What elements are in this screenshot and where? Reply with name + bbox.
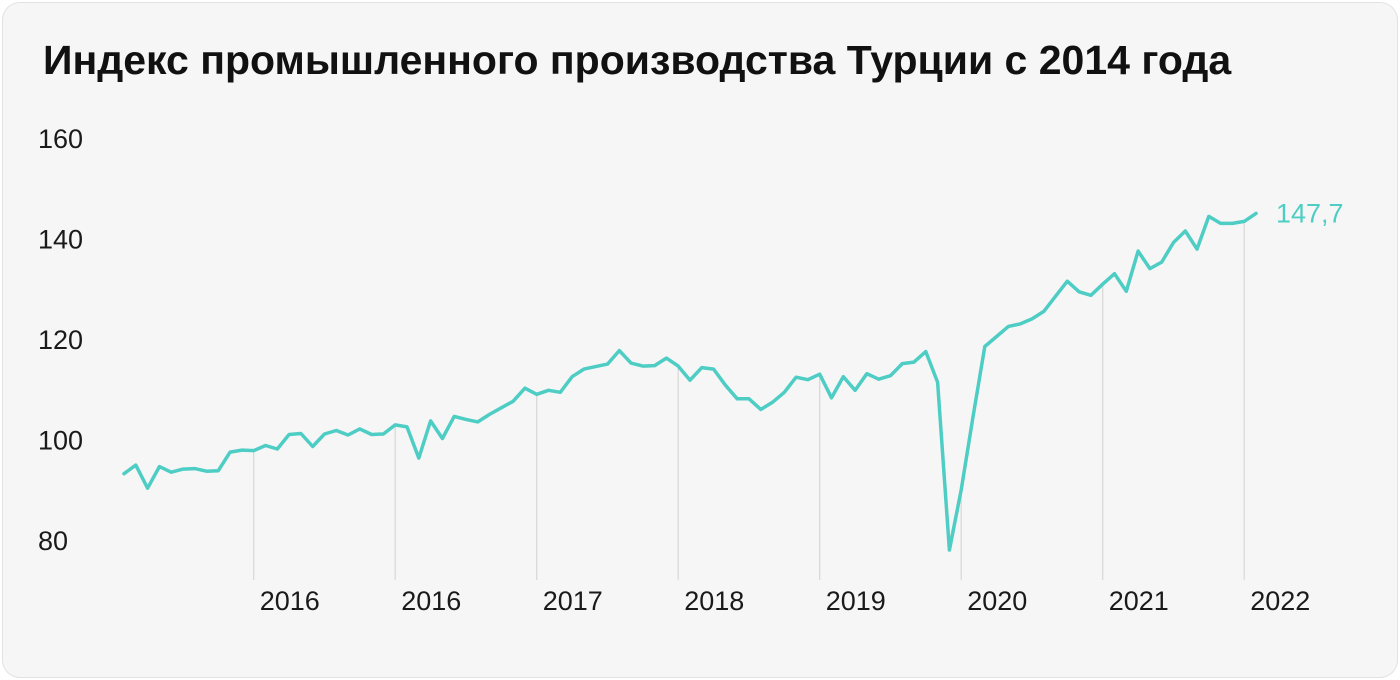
end-value-label: 147,7 xyxy=(1276,198,1344,228)
series-layer: 147,7 xyxy=(122,198,1344,552)
x-tick-label: 2016 xyxy=(401,586,461,616)
x-tick-label: 2021 xyxy=(1109,586,1169,616)
x-tick-label: 2019 xyxy=(826,586,886,616)
y-tick-label: 120 xyxy=(38,325,83,355)
x-tick-label: 2018 xyxy=(684,586,744,616)
y-axis-ticks: 160 140 120 100 80 xyxy=(38,124,83,556)
y-tick-label: 140 xyxy=(38,225,83,255)
y-tick-label: 160 xyxy=(38,124,83,154)
x-tick-label: 2017 xyxy=(543,586,603,616)
x-axis-ticks: 2016 2016 2017 2018 2019 2020 2021 2022 xyxy=(260,586,1311,616)
x-tick-label: 2016 xyxy=(260,586,320,616)
year-separators xyxy=(253,221,1245,580)
series-line xyxy=(122,211,1258,552)
y-tick-label: 100 xyxy=(38,426,83,456)
x-tick-label: 2022 xyxy=(1250,586,1310,616)
x-tick-label: 2020 xyxy=(967,586,1027,616)
chart-title: Индекс промышленного производства Турции… xyxy=(43,37,1232,83)
y-tick-label: 80 xyxy=(38,526,68,556)
